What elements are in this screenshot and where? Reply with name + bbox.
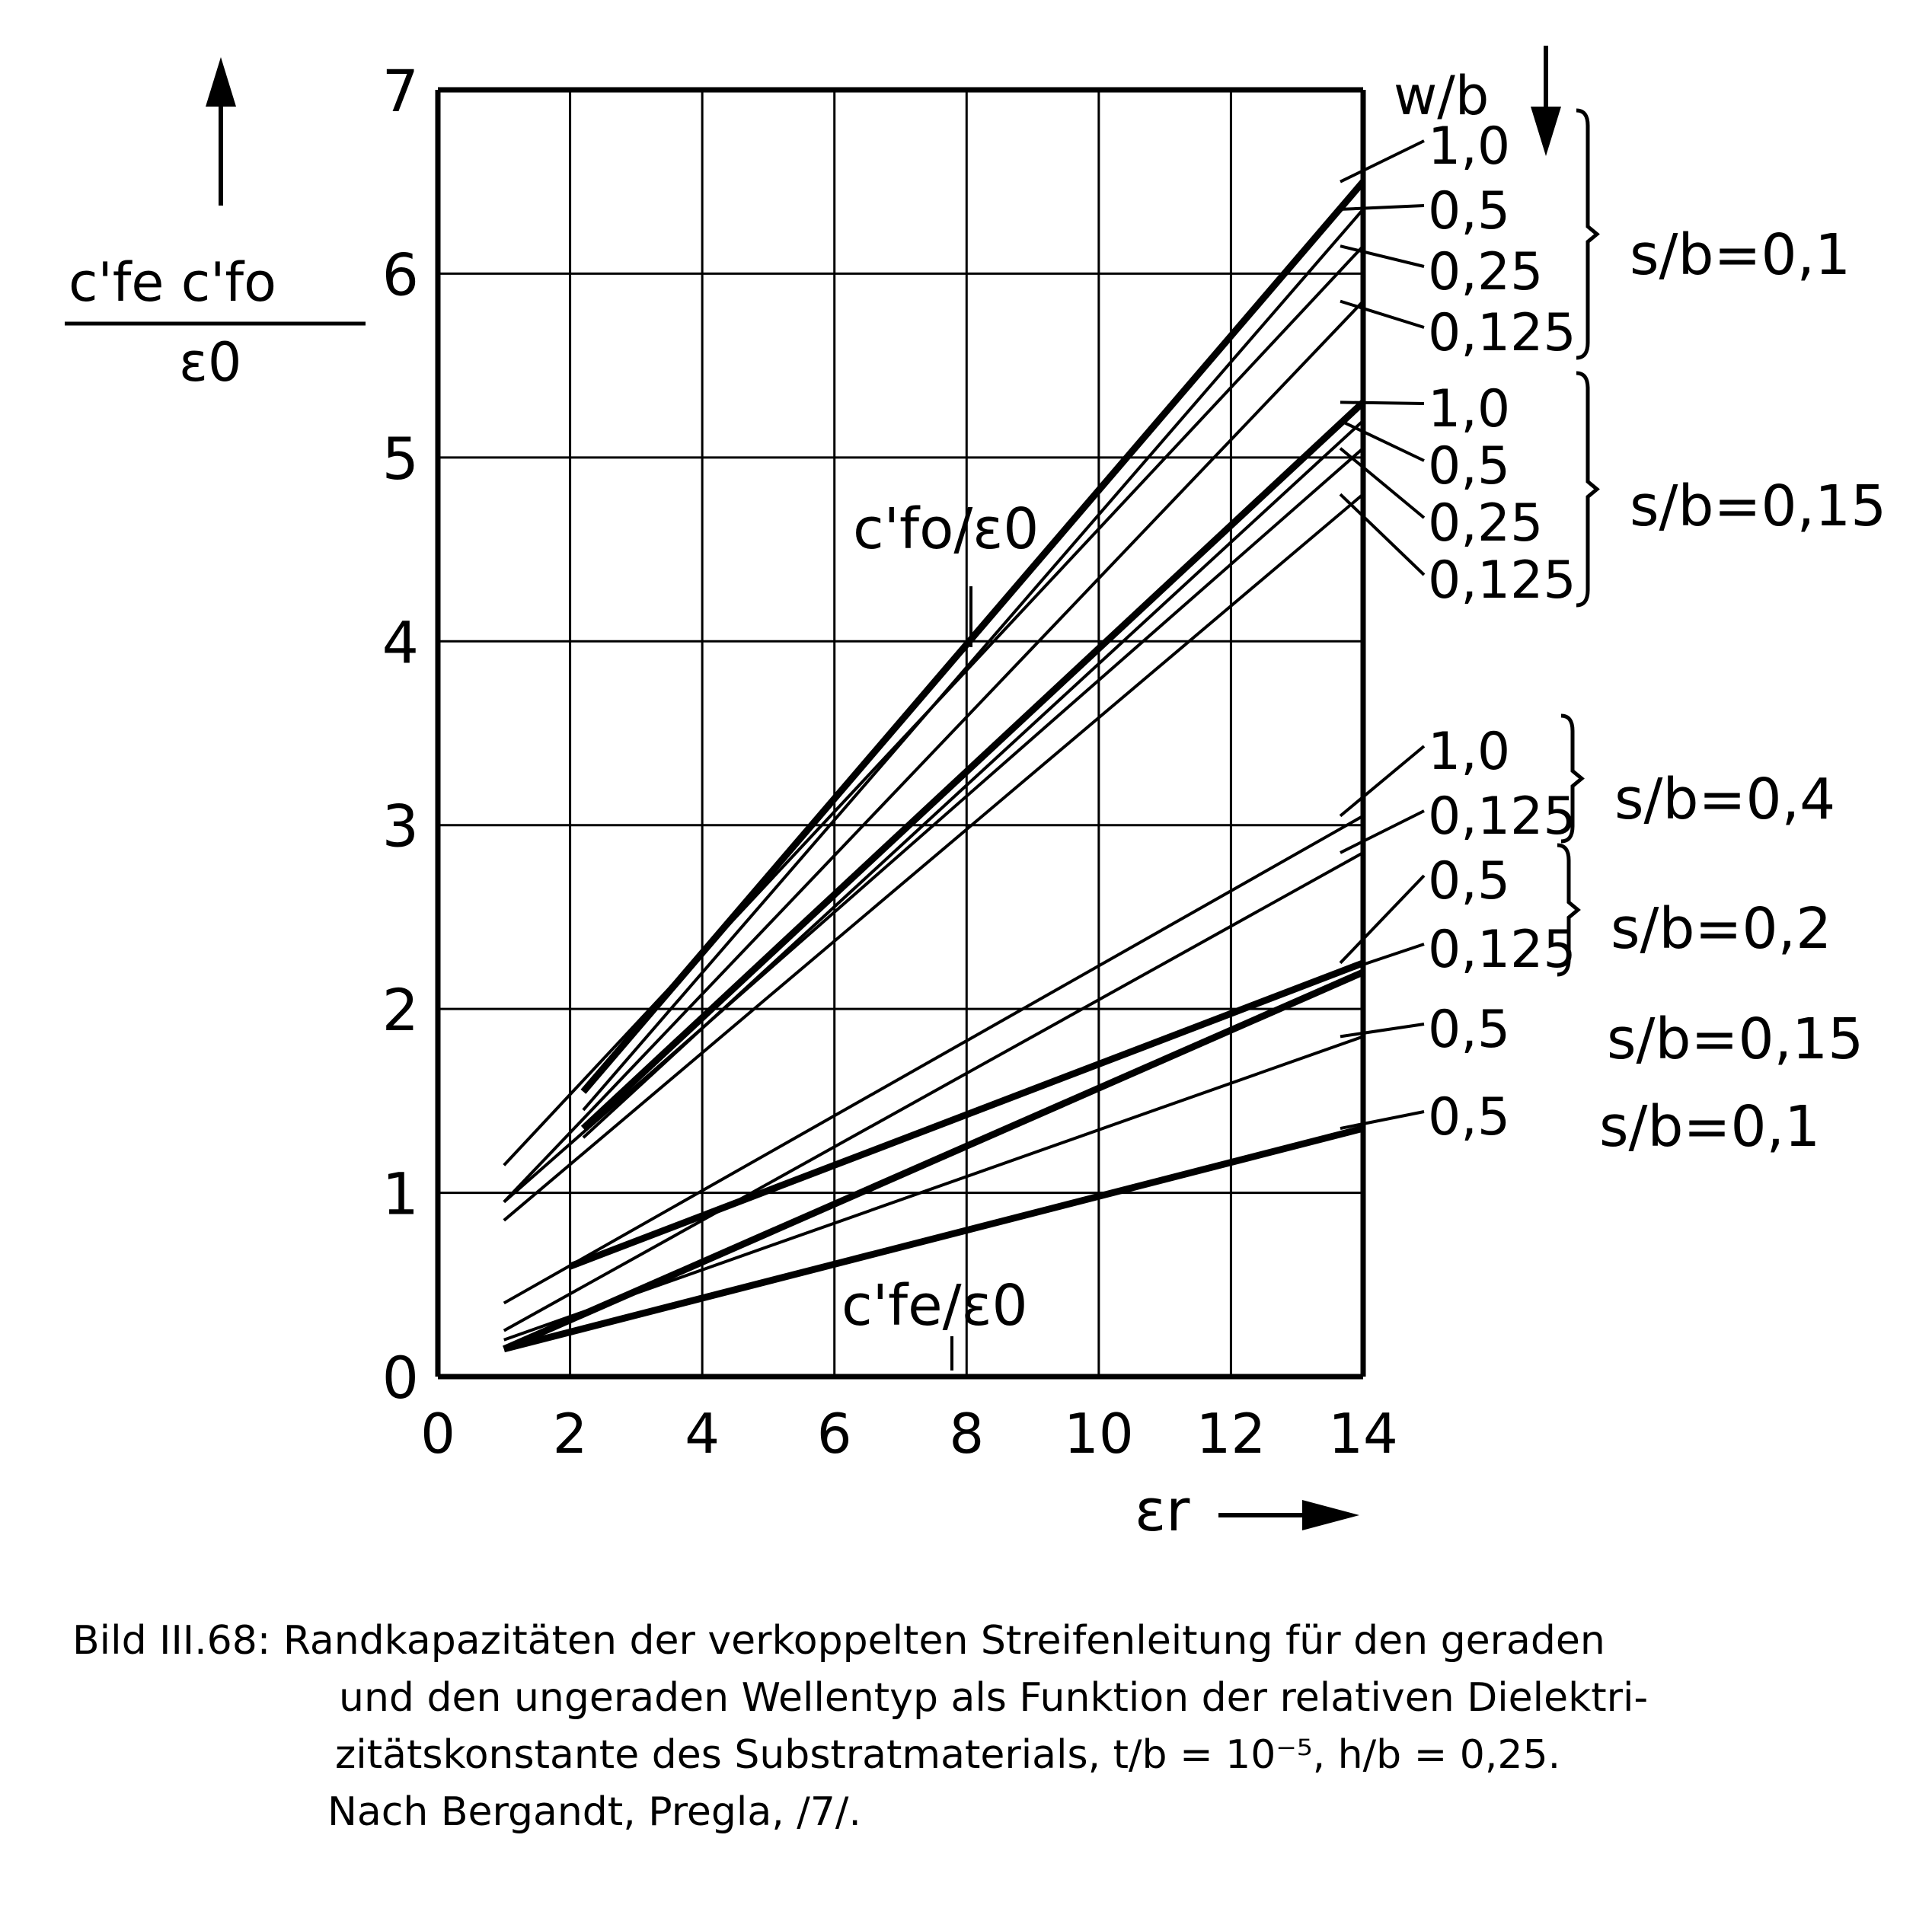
group-label: s/b=0,4 (1614, 767, 1835, 832)
series-line (582, 208, 1365, 1112)
series-label: 0,25 (1428, 493, 1543, 554)
series-label: 1,0 (1428, 379, 1510, 439)
up-arrow-icon (206, 57, 236, 107)
series-label: 0,5 (1428, 436, 1510, 496)
series-label: 1,0 (1428, 116, 1510, 177)
y-axis-label-denominator: ε0 (179, 331, 241, 394)
x-tick-label: 8 (949, 1402, 984, 1466)
series-line (502, 968, 1365, 1352)
series-line (503, 814, 1364, 1305)
x-tick-label: 14 (1328, 1402, 1398, 1466)
group-label: s/b=0,15 (1607, 1007, 1863, 1072)
group-label: s/b=0,1 (1630, 222, 1851, 288)
x-tick-label: 0 (420, 1402, 455, 1466)
series-line (503, 1035, 1364, 1342)
series-label: 0,5 (1428, 851, 1510, 911)
series-label: 0,5 (1428, 1087, 1510, 1147)
series-label: 1,0 (1428, 722, 1510, 782)
caption-line-1: Bild III.68: Randkapazitäten der verkopp… (72, 1618, 1605, 1664)
leader-line (1339, 745, 1426, 818)
leader-line (1340, 943, 1425, 974)
leader-line (1340, 139, 1425, 183)
brace (1557, 843, 1581, 977)
x-tick-label: 4 (685, 1402, 720, 1466)
series-label: 0,125 (1428, 303, 1576, 363)
x-tick-label: 2 (553, 1402, 588, 1466)
leader-line (1340, 244, 1425, 268)
brace (1576, 108, 1600, 360)
leader-line (1340, 299, 1425, 329)
annotation-cfe: c'fe/ε0 (841, 1273, 1028, 1339)
series-label: 0,125 (1428, 550, 1576, 611)
series-line (503, 851, 1364, 1332)
down-arrow-icon (1531, 107, 1561, 156)
y-tick-label: 0 (382, 1344, 419, 1412)
brace (1560, 713, 1585, 844)
group-label: s/b=0,15 (1630, 474, 1886, 539)
group-label: s/b=0,1 (1599, 1094, 1820, 1160)
caption-line-3: zitätskonstante des Substratmaterials, t… (335, 1732, 1561, 1778)
leader-line (1340, 809, 1425, 854)
series-line (503, 300, 1365, 1204)
annotation-cfo: c'fo/ε0 (853, 496, 1039, 562)
x-tick-label: 12 (1196, 1402, 1266, 1466)
leader-line (1339, 493, 1426, 576)
y-axis-label: c'fe c'fo (69, 251, 276, 314)
y-tick-label: 6 (382, 241, 419, 308)
series-line (503, 493, 1365, 1222)
series-label: 0,125 (1428, 920, 1576, 980)
series-label: 0,25 (1428, 242, 1543, 302)
series-line (503, 447, 1365, 1204)
group-label: s/b=0,2 (1611, 896, 1831, 962)
y-tick-label: 1 (382, 1160, 419, 1228)
series-label: 0,5 (1428, 181, 1510, 241)
right-arrow-icon (1302, 1500, 1359, 1530)
x-tick-label: 6 (817, 1402, 852, 1466)
leader-line (1340, 1023, 1425, 1039)
series-label: 0,125 (1428, 787, 1576, 847)
leader-line (1340, 204, 1425, 211)
x-tick-label: 10 (1064, 1402, 1134, 1466)
y-tick-label: 3 (382, 793, 419, 860)
leader-line (1340, 400, 1425, 405)
y-tick-label: 5 (382, 425, 419, 493)
legend-header: w/b (1394, 65, 1489, 127)
leader-line (1340, 1110, 1425, 1131)
series-line (503, 1125, 1365, 1353)
y-tick-label: 2 (382, 976, 419, 1044)
series-line (503, 244, 1365, 1166)
series-label: 0,5 (1428, 1000, 1510, 1060)
series-line (580, 400, 1366, 1131)
caption-line-2: und den ungeraden Wellentyp als Funktion… (339, 1675, 1649, 1721)
y-tick-label: 4 (382, 608, 419, 676)
leader-line (1339, 447, 1426, 519)
caption-line-4: Nach Bergandt, Pregla, /7/. (327, 1789, 861, 1835)
x-axis-label: εr (1135, 1476, 1190, 1544)
leader-line (1340, 419, 1425, 462)
brace (1576, 371, 1600, 608)
series-line (568, 959, 1365, 1270)
y-tick-label: 7 (382, 57, 419, 125)
leader-line (1339, 874, 1426, 965)
